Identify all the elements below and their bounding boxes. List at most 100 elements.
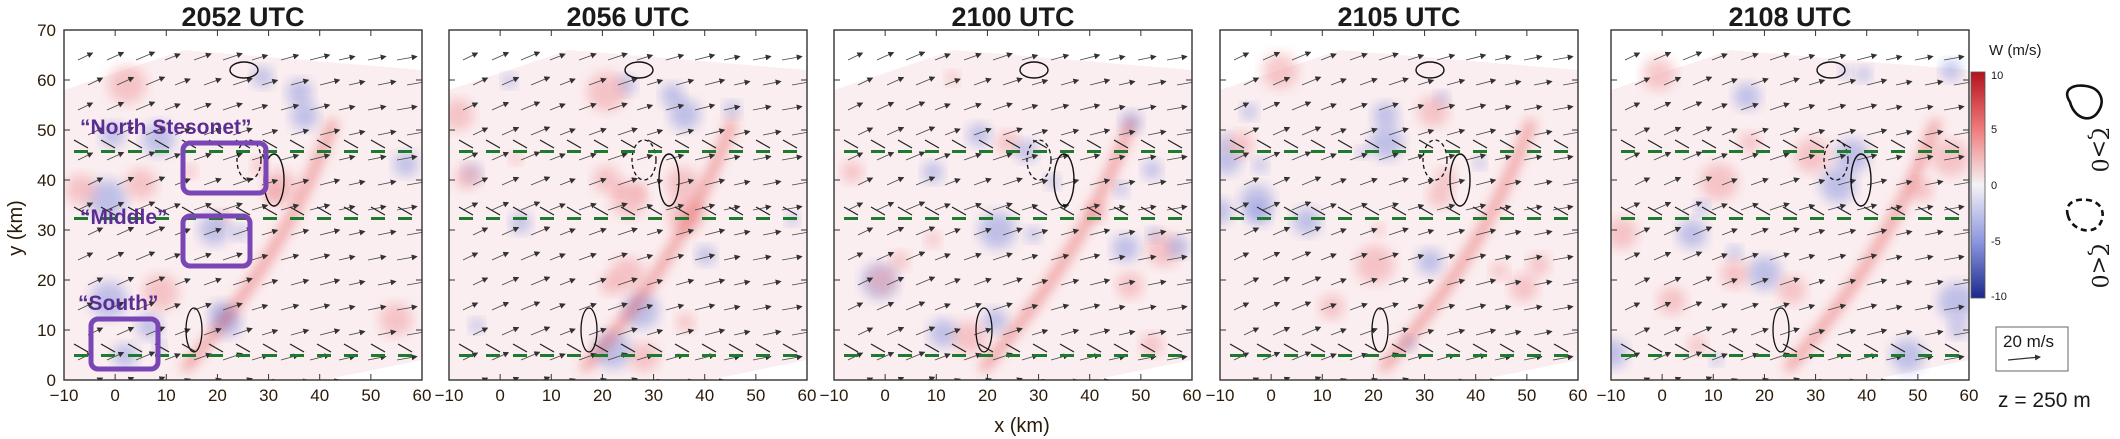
colorbar-scale bbox=[1970, 71, 1986, 299]
wind-barb bbox=[843, 139, 859, 149]
wind-barb bbox=[1472, 139, 1488, 149]
reference-vector: 20 m/s bbox=[1995, 326, 2069, 372]
wind-barb bbox=[1140, 139, 1156, 149]
wind-vector bbox=[588, 277, 607, 286]
wind-barb bbox=[262, 343, 278, 353]
w-patch bbox=[1112, 234, 1140, 262]
wind-vector bbox=[406, 129, 422, 136]
wind-vector bbox=[1407, 303, 1425, 311]
x-tick-label: 0 bbox=[1266, 386, 1275, 405]
wind-vector bbox=[1233, 252, 1250, 261]
wind-vector bbox=[1533, 179, 1553, 186]
wind-barb bbox=[1445, 139, 1461, 149]
positive-vorticity-contour bbox=[1053, 153, 1075, 207]
wind-vector bbox=[1643, 377, 1651, 380]
wind-vector bbox=[1740, 302, 1759, 311]
wind-vector bbox=[1885, 254, 1903, 261]
wind-vector bbox=[1388, 77, 1409, 86]
wind-vector bbox=[541, 376, 551, 380]
wind-vector bbox=[1562, 229, 1578, 236]
theta-value-mark bbox=[594, 217, 608, 220]
theta-value-mark bbox=[1500, 217, 1514, 220]
wind-barb bbox=[978, 206, 994, 216]
wind-vector bbox=[1663, 326, 1682, 336]
wind-barb bbox=[1167, 139, 1183, 149]
region-annotations: “North Stesonet” “Middle” “South” bbox=[78, 116, 269, 372]
x-tick-label: 50 bbox=[1908, 386, 1927, 405]
wind-vector bbox=[116, 76, 135, 86]
wind-vector bbox=[934, 253, 951, 261]
wind-vector bbox=[1808, 128, 1826, 136]
wind-vector bbox=[857, 177, 874, 186]
wind-vector bbox=[1465, 103, 1487, 111]
wind-vector bbox=[309, 103, 331, 111]
x-tick-label: 30 bbox=[1029, 386, 1048, 405]
wind-vector bbox=[733, 129, 751, 136]
x-tick-label: 60 bbox=[1569, 386, 1588, 405]
theta-value-mark bbox=[1033, 150, 1047, 153]
wind-barb bbox=[1620, 139, 1636, 149]
wind-vector bbox=[520, 301, 541, 311]
wind-vector bbox=[723, 54, 741, 61]
theta-value-mark bbox=[1500, 354, 1514, 357]
panel-field bbox=[1220, 50, 1578, 380]
wind-barb bbox=[1526, 139, 1542, 149]
w-patch bbox=[610, 180, 648, 218]
theta-value-mark bbox=[702, 217, 716, 220]
theta-value-mark bbox=[398, 150, 412, 153]
w-patch bbox=[952, 320, 986, 355]
theta-value-mark bbox=[1945, 150, 1959, 153]
wind-barb bbox=[397, 139, 413, 149]
wind-vector bbox=[992, 252, 1013, 261]
w-patch bbox=[982, 308, 1008, 333]
wind-vector bbox=[1378, 102, 1399, 111]
wind-vector bbox=[992, 102, 1013, 111]
w-patch bbox=[1372, 223, 1385, 236]
w-patch bbox=[1937, 282, 1969, 321]
wind-vector bbox=[1349, 352, 1368, 361]
colorbar: W (m/s) 10 5 0 -5 -10 bbox=[1970, 42, 2041, 303]
wind-vector bbox=[1577, 379, 1578, 380]
wind-vector bbox=[271, 378, 279, 380]
x-tick-label: 60 bbox=[413, 386, 432, 405]
wind-vector bbox=[1417, 178, 1435, 186]
wind-barb bbox=[701, 343, 717, 353]
colorbar-tick-0: 0 bbox=[1991, 180, 1997, 192]
wind-vector bbox=[636, 103, 654, 111]
wind-vector bbox=[1721, 328, 1738, 336]
wind-vector bbox=[1504, 129, 1522, 136]
wind-vector bbox=[915, 326, 936, 336]
wind-vector bbox=[396, 204, 418, 211]
wind-vector bbox=[1779, 77, 1800, 86]
wind-vector bbox=[1914, 354, 1934, 361]
theta-value-mark bbox=[1114, 150, 1128, 153]
wind-vector bbox=[1436, 303, 1456, 311]
theta-value-mark bbox=[648, 354, 662, 357]
theta-value-mark bbox=[756, 150, 770, 153]
theta-value-mark bbox=[925, 354, 939, 357]
wind-vector bbox=[367, 54, 387, 61]
wind-vector bbox=[781, 254, 803, 261]
wind-vector bbox=[164, 153, 181, 161]
wind-vector bbox=[617, 177, 638, 186]
level-label: z = 250 m bbox=[1998, 389, 2091, 412]
wind-barb bbox=[566, 139, 582, 149]
x-tick-label: 10 bbox=[157, 386, 176, 405]
wind-vector bbox=[1808, 228, 1826, 236]
x-tick-label: 0 bbox=[110, 386, 119, 405]
wind-vector bbox=[549, 103, 566, 111]
wind-vector bbox=[1866, 328, 1888, 336]
wind-vector bbox=[1002, 327, 1023, 336]
wind-vector bbox=[1475, 178, 1497, 186]
wind-vector bbox=[1943, 254, 1965, 261]
wind-vector bbox=[481, 377, 489, 380]
theta-value-mark bbox=[128, 217, 142, 220]
wind-vector bbox=[1262, 351, 1281, 361]
wind-vector bbox=[1349, 252, 1368, 261]
wind-vector bbox=[1002, 127, 1023, 136]
wind-barb bbox=[1310, 139, 1326, 149]
wind-barb bbox=[1032, 206, 1048, 216]
wind-vector bbox=[973, 77, 992, 86]
wind-vector bbox=[174, 128, 191, 136]
